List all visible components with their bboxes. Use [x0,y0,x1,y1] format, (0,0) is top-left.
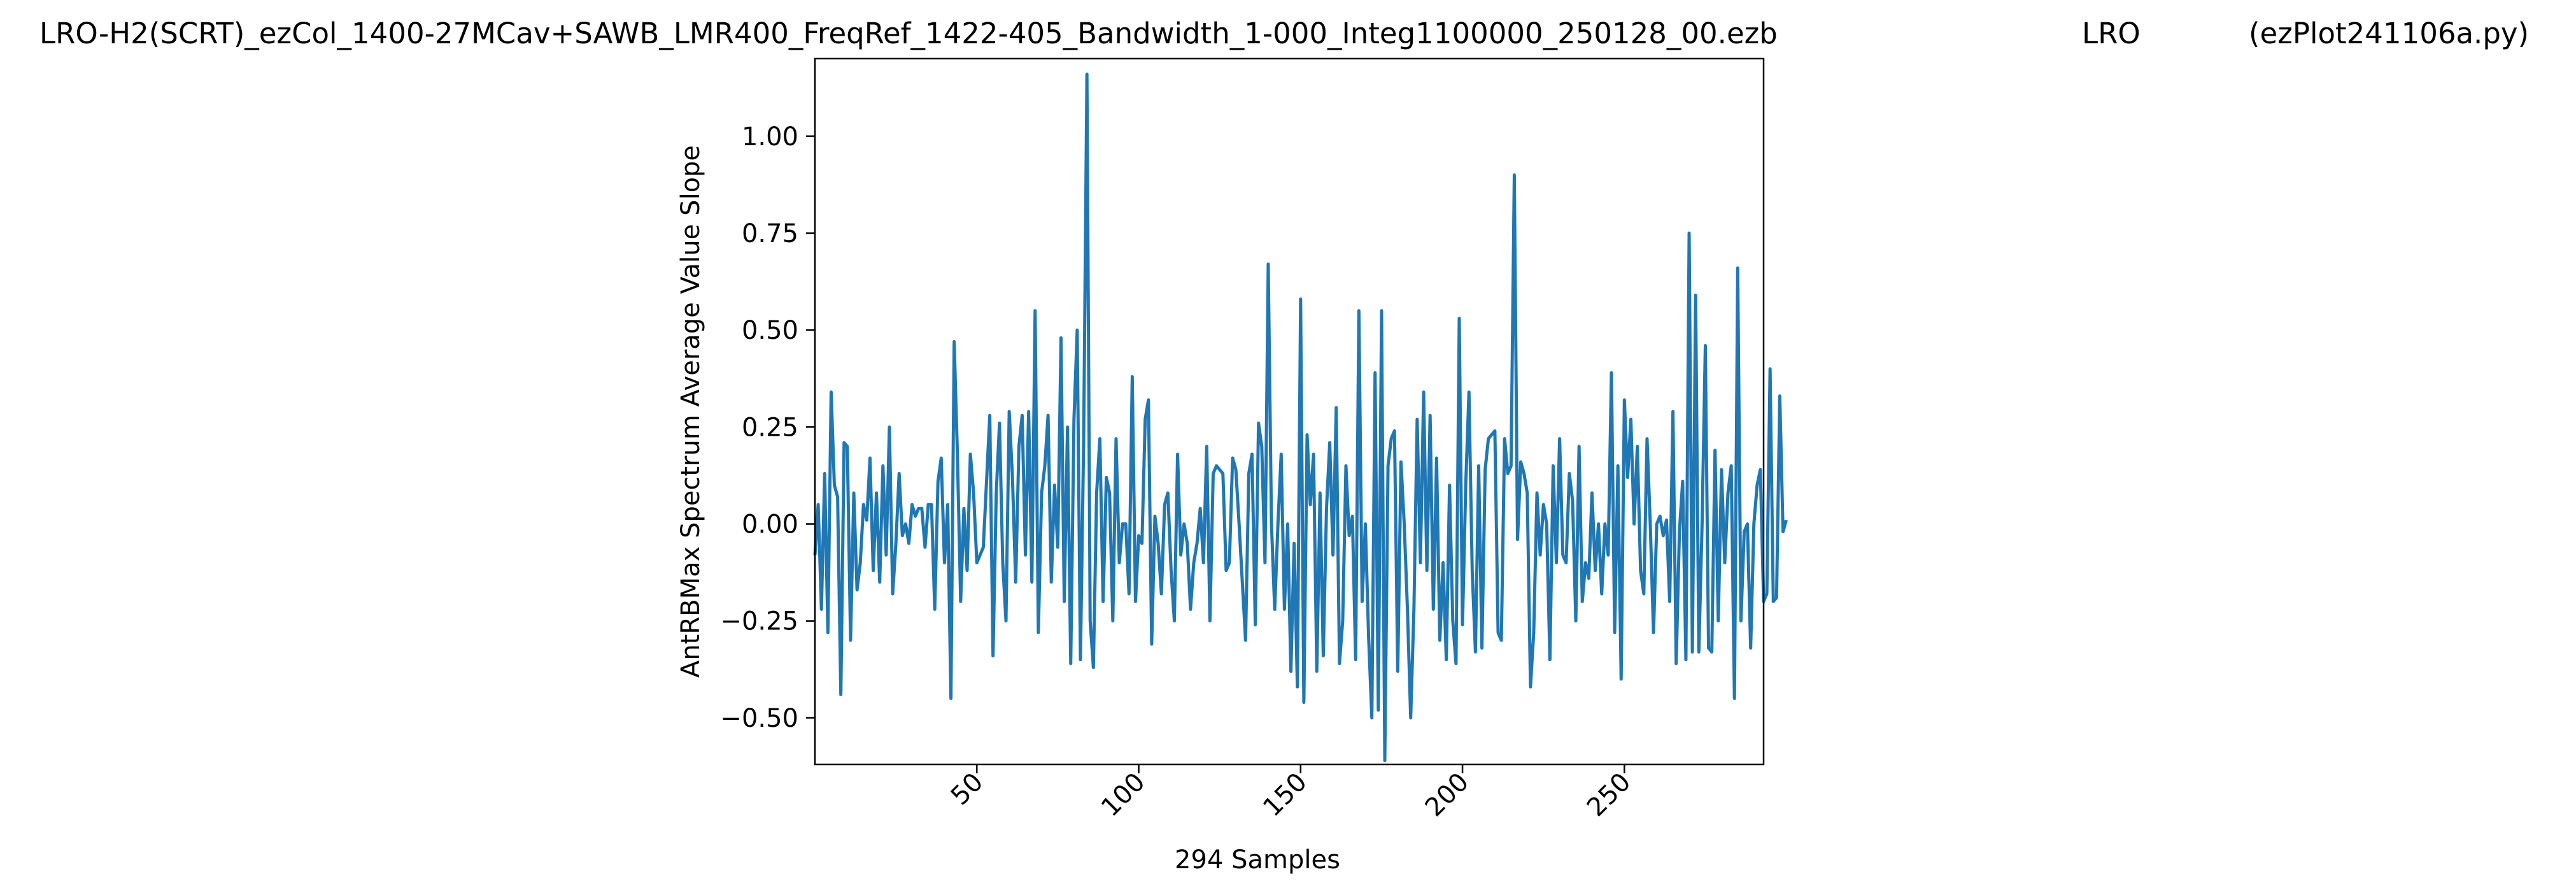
y-tick-label: 0.25 [742,413,798,442]
y-axis-ticks: −0.50 −0.25 0.00 0.25 0.50 0.75 1.00 [720,122,815,733]
x-tick-label: 150 [1257,768,1313,823]
y-axis-label: AntRBMax Spectrum Average Value Slope [676,145,705,678]
axes-frame [814,57,1765,766]
x-tick-label: 250 [1582,768,1637,823]
series-layer [813,72,1788,763]
x-axis-label: 294 Samples [1175,845,1340,875]
suptitle-site: LRO [2082,17,2141,50]
y-tick-label: −0.50 [720,704,798,733]
series-line-0 [813,72,1788,763]
y-tick-label: 0.50 [742,316,798,345]
x-axis-ticks: 50 100 150 200 250 [945,764,1637,823]
plot-area: −0.50 −0.25 0.00 0.25 0.50 0.75 1.00 50 100 150 2… [720,57,1788,823]
y-tick-label: −0.25 [720,607,798,636]
y-tick-label: 0.00 [742,510,798,540]
y-tick-label: 0.75 [742,219,798,248]
x-tick-label: 50 [945,768,989,812]
suptitle-program: (ezPlot241106a.py) [2249,17,2529,50]
suptitle-filename: LRO-H2(SCRT)_ezCol_1400-27MCav+SAWB_LMR4… [39,17,1778,50]
x-tick-label: 200 [1420,768,1475,823]
y-tick-label: 1.00 [742,122,798,152]
x-tick-label: 100 [1096,768,1151,823]
